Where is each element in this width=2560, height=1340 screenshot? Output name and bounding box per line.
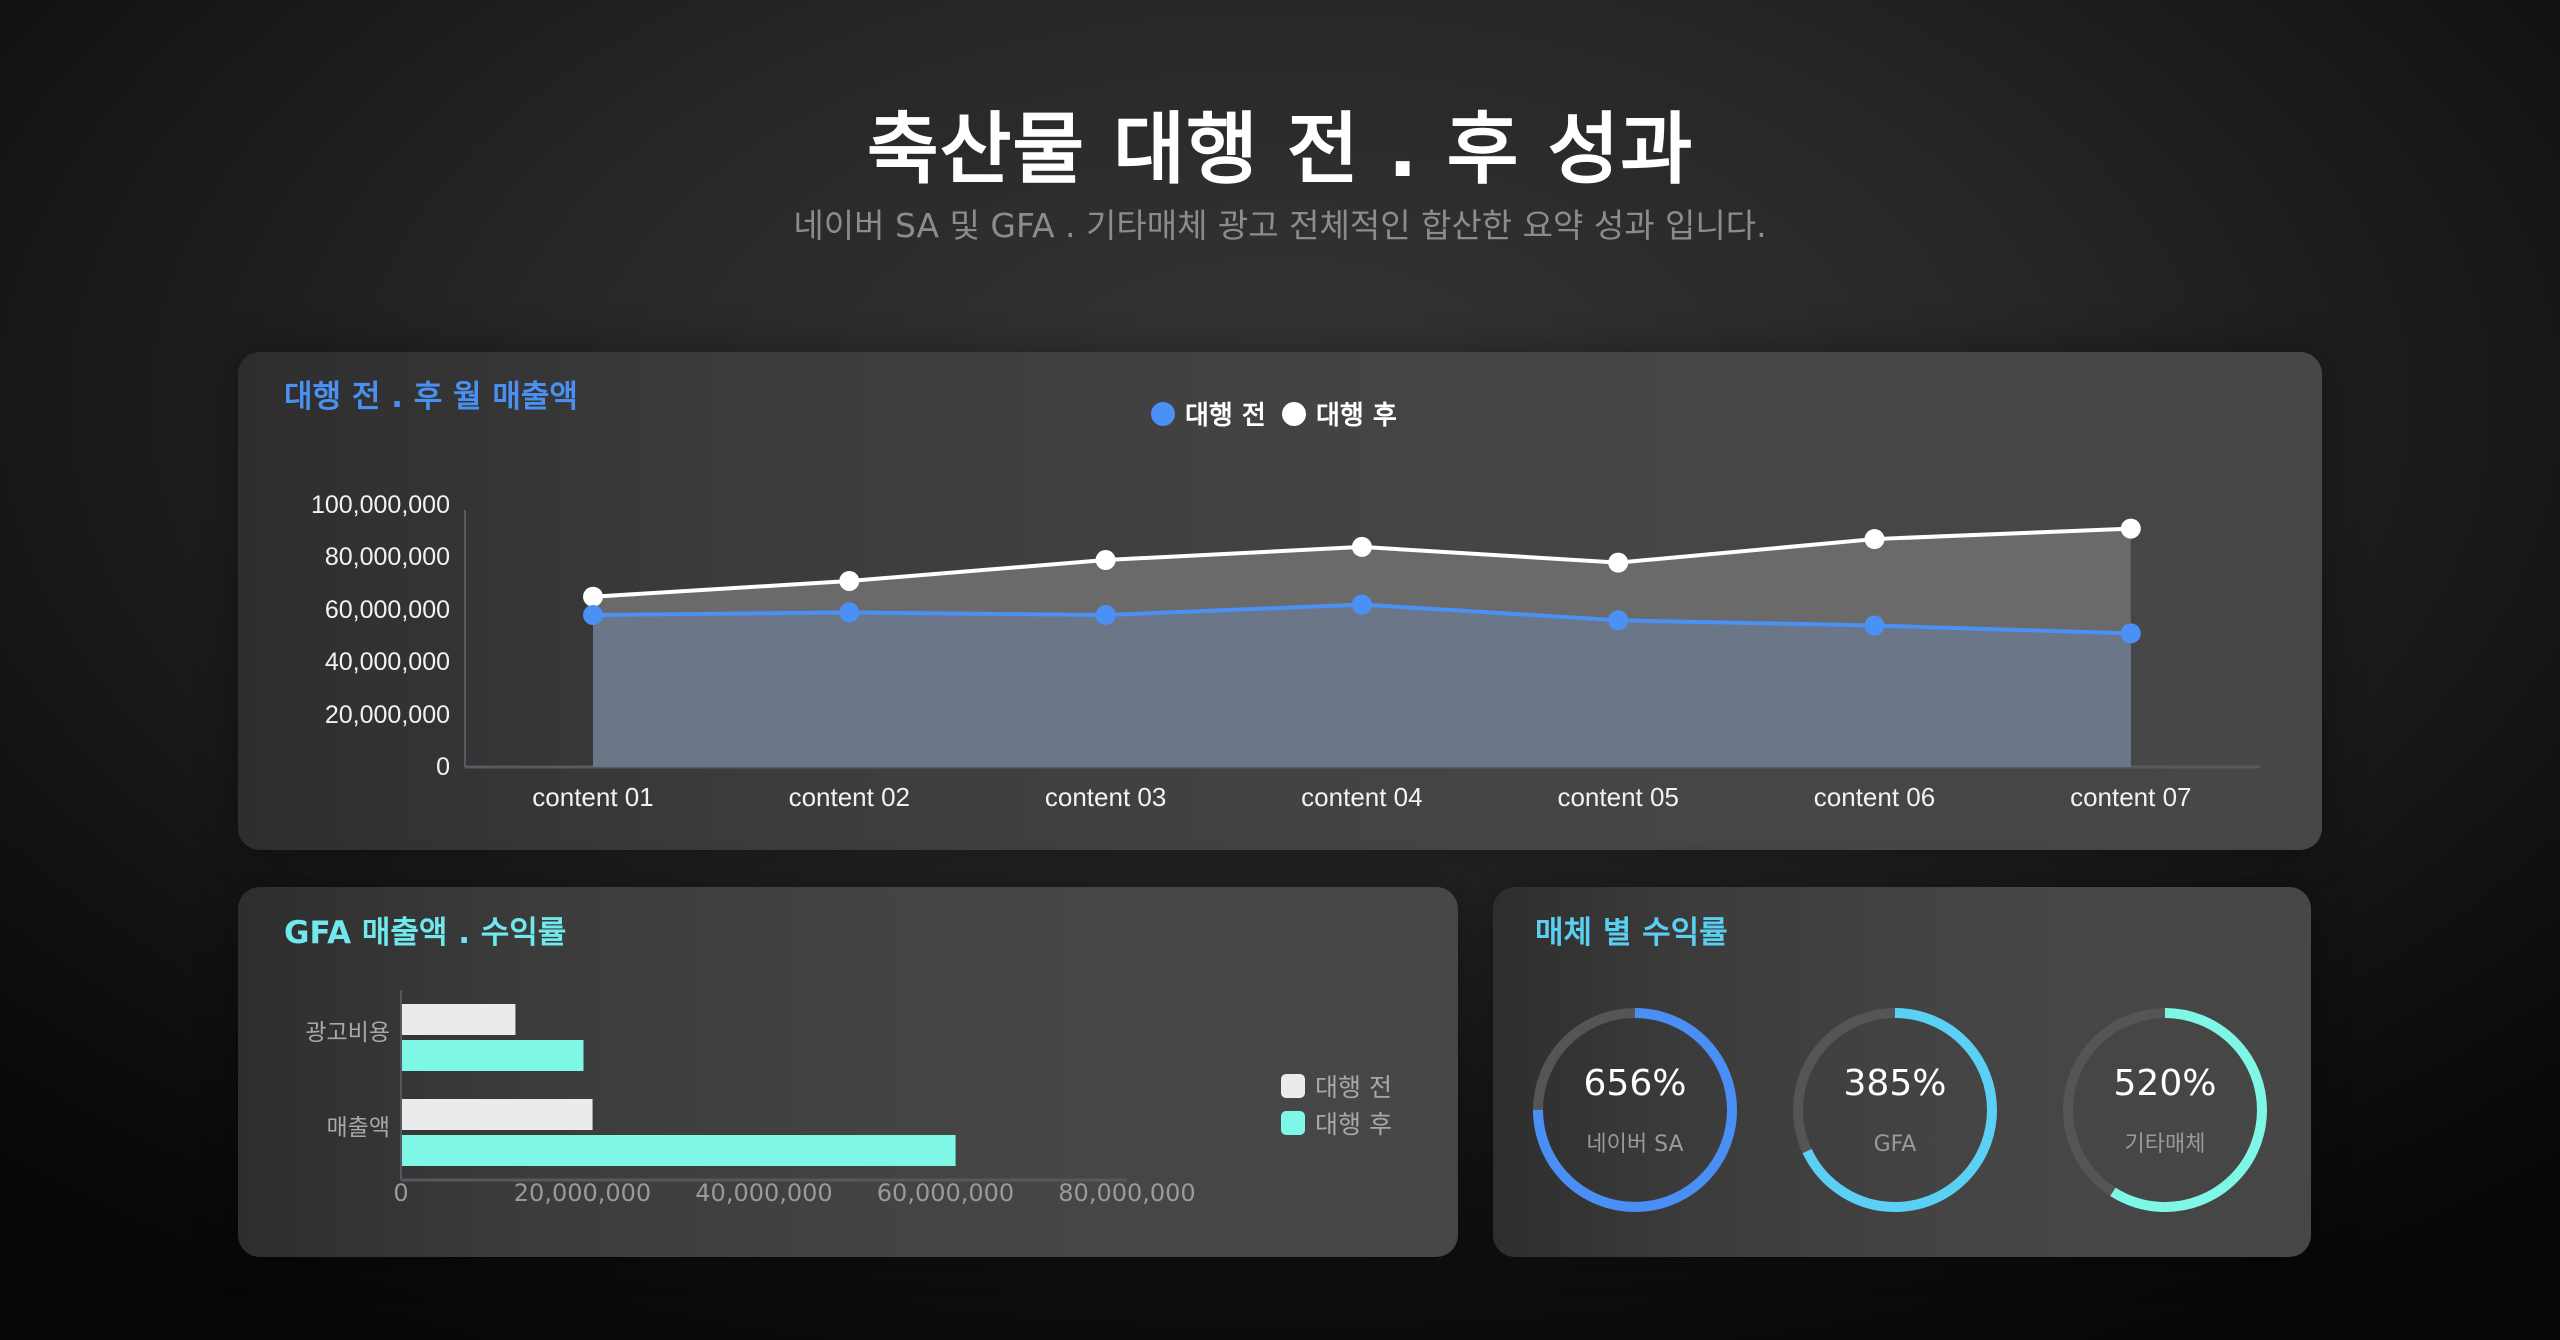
before-data-point[interactable] <box>1864 615 1885 636</box>
before-area <box>593 604 2131 767</box>
roas-by-media-title: 매체 별 수익률 <box>1535 915 1728 951</box>
etc-media-label: 기타매체 <box>2124 1132 2206 1157</box>
x-tick-label: content 02 <box>788 782 911 812</box>
bar-category-label: 매출액 <box>326 1115 390 1141</box>
legend-after-label: 대행 후 <box>1316 401 1397 431</box>
gfa-roas-value: 385% <box>1843 1063 1947 1104</box>
y-tick-label: 20,000,000 <box>324 700 450 729</box>
bar-legend-after[interactable]: 대행 후 <box>1281 1105 1392 1141</box>
after-data-point[interactable] <box>1864 529 1885 550</box>
monthly-sales-title: 대행 전 . 후 월 매출액 <box>284 379 578 415</box>
after-data-point[interactable] <box>839 570 860 591</box>
bar-legend-after-label: 대행 후 <box>1315 1110 1392 1139</box>
blue-dot-icon <box>1151 401 1175 426</box>
page-title: 축산물 대행 전 . 후 성과 <box>866 105 1694 195</box>
naver-sa-label: 네이버 SA <box>1586 1132 1684 1157</box>
after-data-point[interactable] <box>2120 518 2141 539</box>
bar-after[interactable] <box>402 1040 584 1071</box>
legend-after[interactable]: 대행 후 <box>1282 395 1397 432</box>
before-data-point[interactable] <box>839 602 860 623</box>
bar-x-tick-label: 60,000,000 <box>876 1179 1015 1207</box>
gfa-title: GFA 매출액 . 수익률 <box>284 915 567 951</box>
bar-x-tick-label: 0 <box>393 1179 409 1207</box>
bar-x-tick-label: 80,000,000 <box>1058 1179 1196 1207</box>
bar-x-tick-label: 20,000,000 <box>513 1179 652 1207</box>
bar-after[interactable] <box>402 1135 956 1166</box>
mint-square-icon <box>1281 1111 1305 1135</box>
roas-by-media-card <box>1493 887 2311 1257</box>
bar-x-tick-label: 40,000,000 <box>695 1179 833 1207</box>
ring-progress-arc <box>1533 1008 1737 1212</box>
y-tick-label: 0 <box>436 753 450 781</box>
x-tick-label: content 06 <box>1813 782 1936 812</box>
etc-media-roas-value: 520% <box>2113 1063 2217 1104</box>
before-data-point[interactable] <box>583 605 603 626</box>
gfa-label: GFA <box>1873 1132 1917 1157</box>
y-tick-label: 40,000,000 <box>324 648 450 677</box>
gfa-card <box>238 887 1458 1257</box>
ring-progress-arc <box>2063 1008 2267 1212</box>
after-data-point[interactable] <box>1351 536 1372 557</box>
after-data-point[interactable] <box>583 586 603 607</box>
bar-legend-before-label: 대행 전 <box>1315 1073 1392 1102</box>
after-data-point[interactable] <box>1095 550 1116 571</box>
y-tick-label: 80,000,000 <box>324 543 450 572</box>
y-tick-label: 60,000,000 <box>324 595 450 624</box>
x-tick-label: content 01 <box>532 782 654 812</box>
light-gray-square-icon <box>1281 1074 1305 1098</box>
bar-legend-before[interactable]: 대행 전 <box>1281 1068 1392 1104</box>
bar-category-label: 광고비용 <box>305 1020 390 1046</box>
legend-before-label: 대행 전 <box>1185 401 1266 431</box>
before-data-point[interactable] <box>1608 610 1629 631</box>
before-data-point[interactable] <box>1351 594 1372 615</box>
legend-before[interactable]: 대행 전 <box>1151 395 1266 432</box>
bar-before[interactable] <box>402 1099 593 1130</box>
x-tick-label: content 07 <box>2070 782 2192 812</box>
after-data-point[interactable] <box>1608 552 1629 573</box>
x-tick-label: content 03 <box>1044 782 1167 812</box>
bar-before[interactable] <box>402 1004 516 1035</box>
white-dot-icon <box>1282 401 1306 426</box>
before-data-point[interactable] <box>1095 605 1116 626</box>
x-tick-label: content 04 <box>1301 782 1423 812</box>
ring-progress-arc <box>1793 1008 1997 1212</box>
x-tick-label: content 05 <box>1557 782 1679 812</box>
page-subtitle: 네이버 SA 및 GFA . 기타매체 광고 전체적인 합산한 요약 성과 입니… <box>793 206 1767 245</box>
y-tick-label: 100,000,000 <box>310 491 450 519</box>
before-data-point[interactable] <box>2120 623 2141 644</box>
naver-sa-roas-value: 656% <box>1583 1063 1687 1104</box>
